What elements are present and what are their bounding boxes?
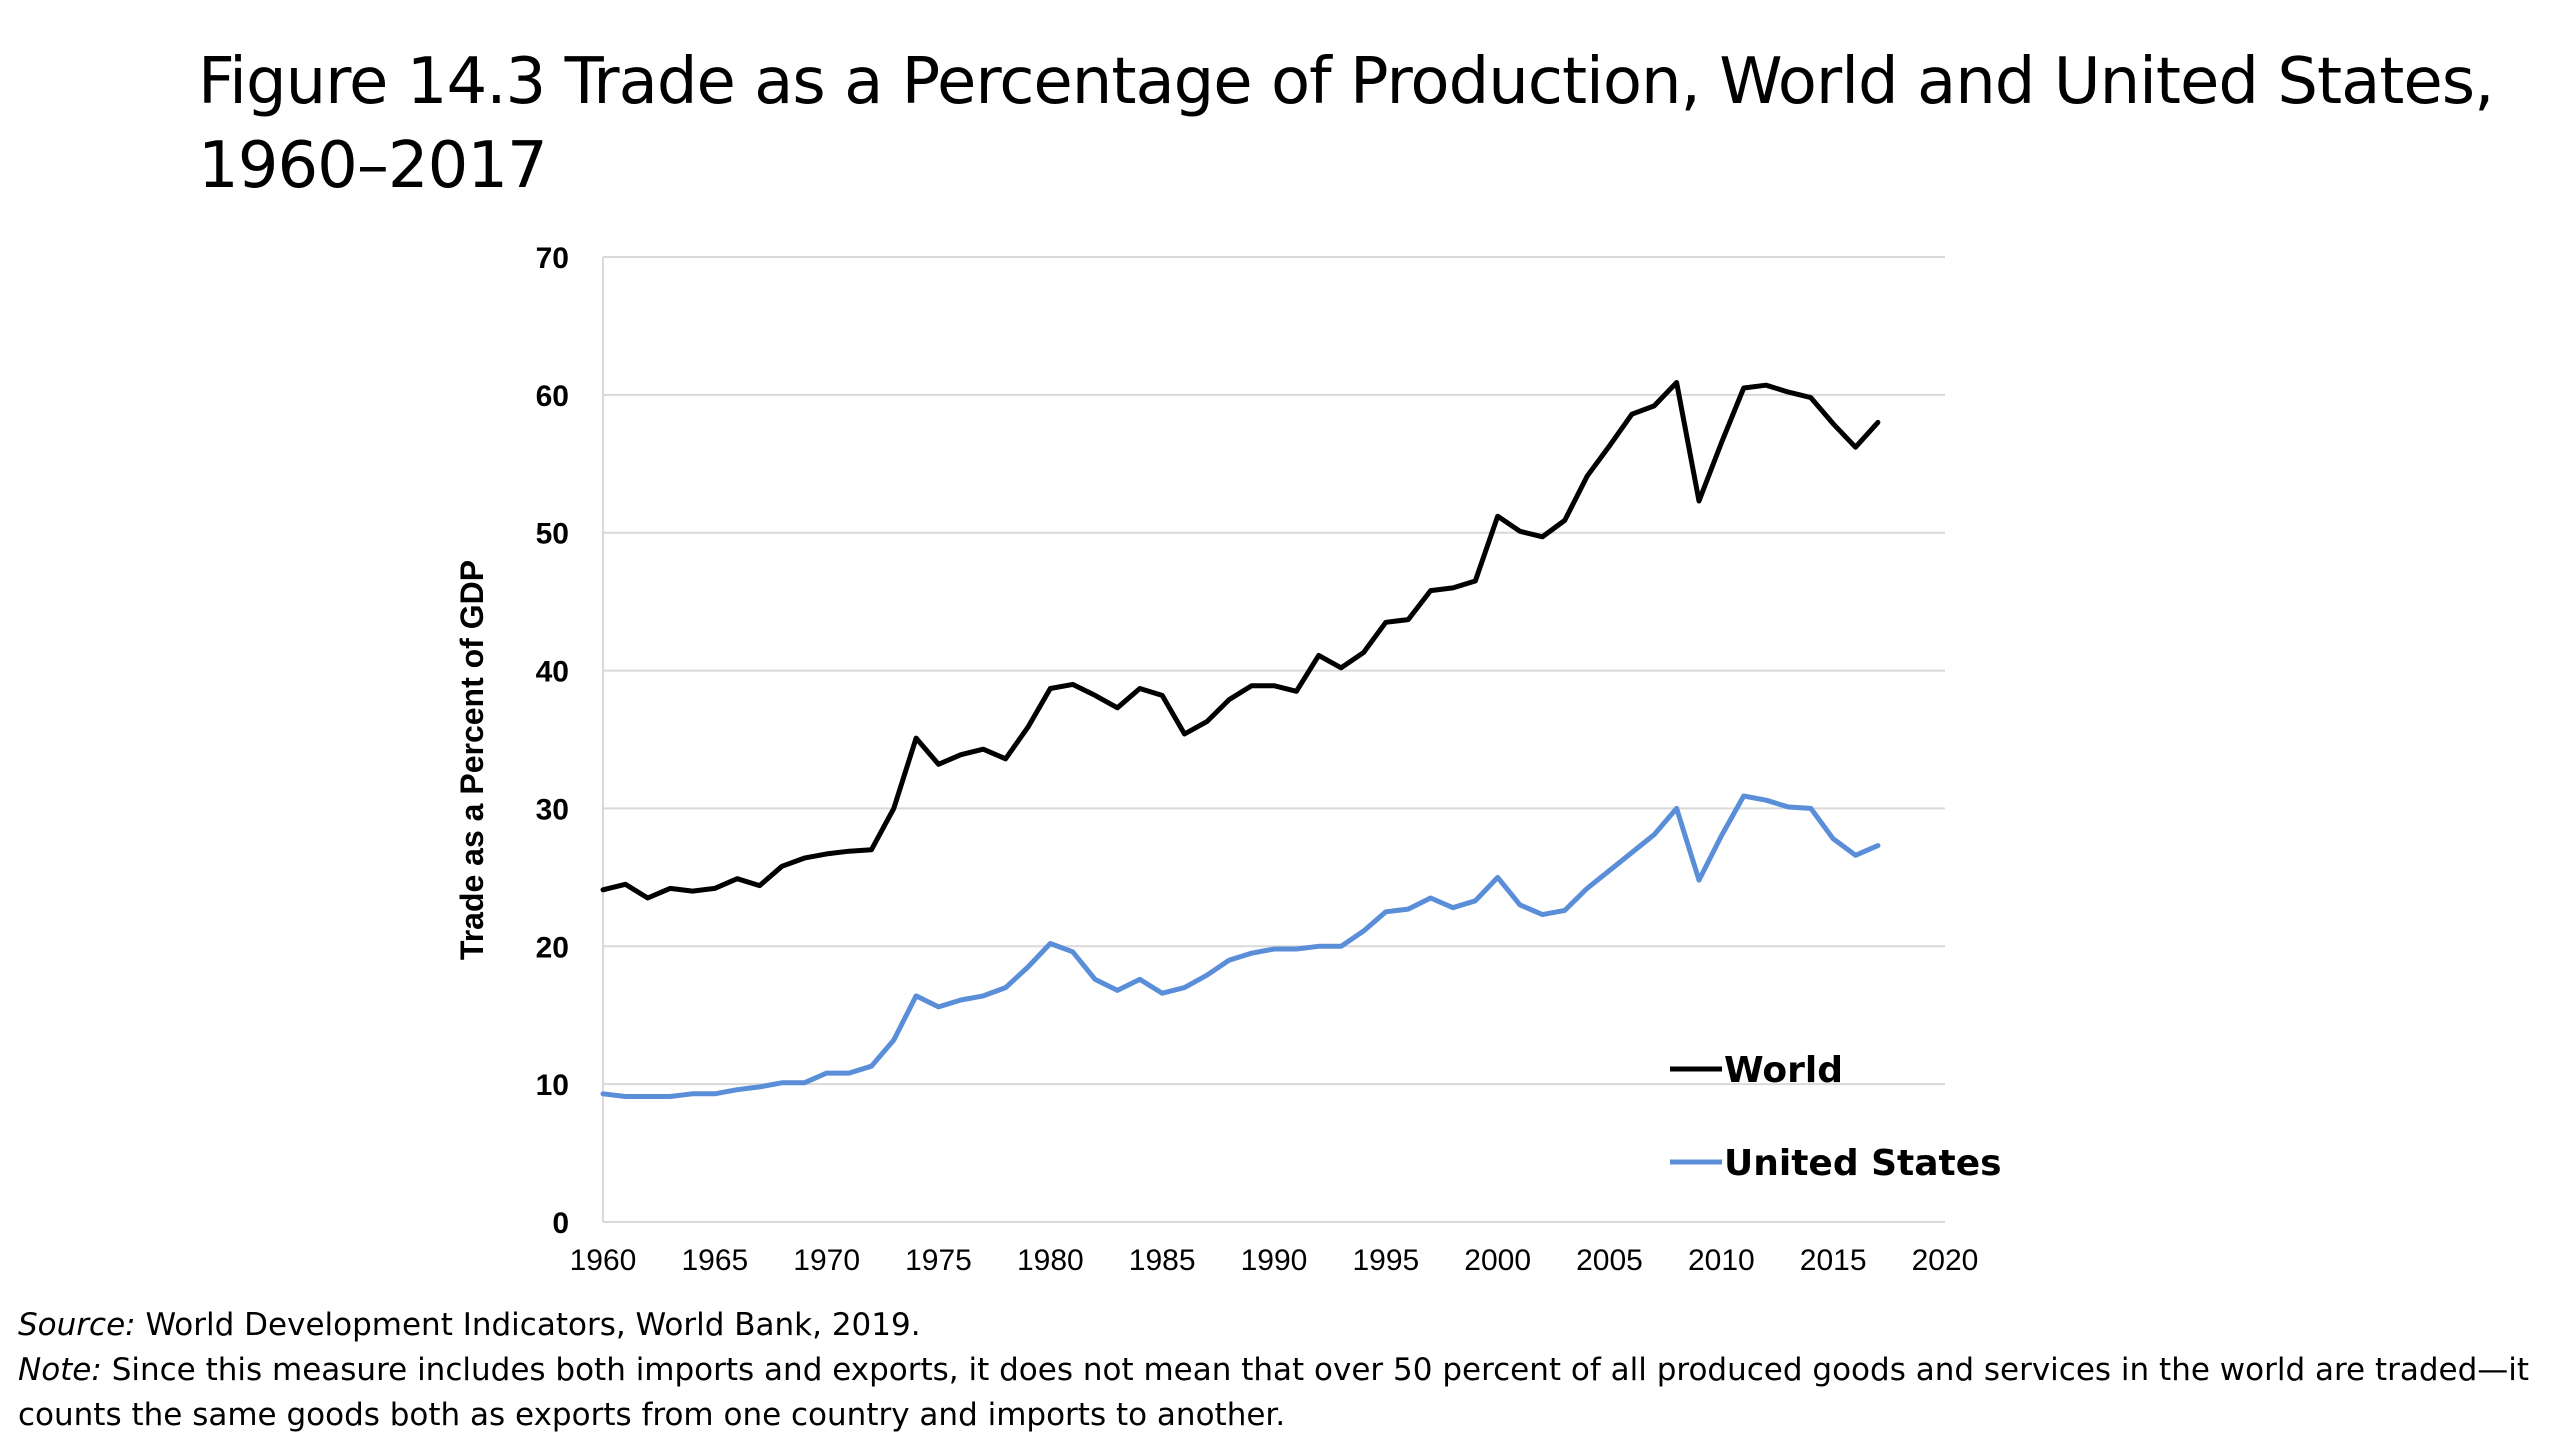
x-tick-label: 2005 <box>1576 1244 1643 1277</box>
series-line-world <box>600 380 1881 901</box>
y-tick-label: 20 <box>536 931 569 964</box>
y-tick-label: 40 <box>536 656 569 689</box>
y-axis: 0 10 20 30 40 50 60 70 <box>536 242 604 1240</box>
source-label: Source: <box>18 1307 136 1343</box>
y-tick-label: 50 <box>536 518 569 551</box>
x-tick-label: 1960 <box>570 1244 637 1277</box>
y-tick-label: 0 <box>552 1207 569 1240</box>
x-tick-label: 1975 <box>905 1244 972 1277</box>
figure-title: Figure 14.3 Trade as a Percentage of Pro… <box>198 45 2494 203</box>
note-text: Since this measure includes both imports… <box>18 1352 2530 1433</box>
x-tick-label: 2015 <box>1800 1244 1867 1277</box>
y-tick-label: 10 <box>536 1069 569 1102</box>
series-line-united-states <box>600 793 1881 1099</box>
series-lines <box>600 380 1881 1099</box>
x-tick-label: 1980 <box>1017 1244 1084 1277</box>
legend: World United States <box>1670 1050 2002 1184</box>
x-tick-label: 1965 <box>681 1244 748 1277</box>
x-tick-label: 1995 <box>1352 1244 1419 1277</box>
footnote: Source: World Development Indicators, Wo… <box>18 1303 2538 1438</box>
x-tick-label: 1990 <box>1241 1244 1308 1277</box>
note-line: Note: Since this measure includes both i… <box>18 1348 2538 1438</box>
x-tick-label: 2000 <box>1464 1244 1531 1277</box>
legend-label: World <box>1724 1050 1843 1091</box>
x-tick-label: 2010 <box>1688 1244 1755 1277</box>
x-tick-label: 2020 <box>1912 1244 1979 1277</box>
y-tick-label: 60 <box>536 380 569 413</box>
legend-label: United States <box>1724 1143 2002 1184</box>
x-tick-label: 1985 <box>1129 1244 1196 1277</box>
gridlines <box>603 256 1945 1086</box>
source-line: Source: World Development Indicators, Wo… <box>18 1303 2538 1348</box>
line-chart: 0 10 20 30 40 50 60 70 1960 1965 1970 1975 1980 1985… <box>454 242 2002 1277</box>
note-label: Note: <box>18 1352 102 1388</box>
x-axis: 1960 1965 1970 1975 1980 1985 1990 1995 2000 2005… <box>570 1221 1979 1277</box>
source-text: World Development Indicators, World Bank… <box>145 1307 921 1343</box>
y-tick-label: 30 <box>536 793 569 826</box>
y-axis-label: Trade as a Percent of GDP <box>454 560 490 960</box>
x-tick-label: 1970 <box>793 1244 860 1277</box>
y-tick-label: 70 <box>536 242 569 275</box>
